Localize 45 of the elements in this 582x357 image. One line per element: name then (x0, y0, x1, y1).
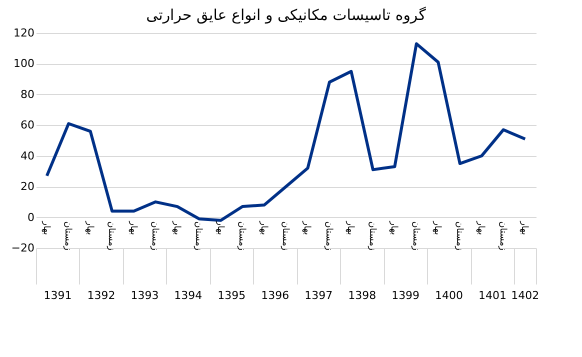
y-tick-label: 120 (14, 26, 34, 40)
text: 1399 (392, 289, 420, 302)
x-tick-label: بهار (519, 220, 530, 236)
x-tick-label: بهار (214, 220, 225, 236)
x-tick-label: بهار (171, 220, 182, 236)
text: 1401 (478, 289, 507, 302)
x-tick-label: زمستان (323, 221, 334, 251)
x-tick-label: بهار (84, 220, 94, 236)
text: 1402 (511, 289, 540, 302)
line-series (45, 42, 527, 222)
x-tick-label: زمستان (280, 221, 290, 251)
text: 1398 (348, 289, 376, 302)
text: 1395 (218, 289, 246, 302)
x-tick-label: زمستان (410, 221, 420, 251)
y-tick-label: 80 (20, 88, 34, 101)
x-tick-label: زمستان (497, 221, 508, 251)
y-tick-label: 40 (20, 149, 34, 162)
x-tick-label: بهار (40, 220, 51, 236)
text: 1392 (87, 289, 116, 302)
x-tick-label: بهار (302, 220, 312, 236)
x-tick-label: زمستان (454, 221, 464, 251)
x-tick-label: زمستان (150, 221, 160, 251)
x-tick-label: بهار (345, 220, 356, 236)
y-tick-label: 60 (20, 118, 34, 132)
y-tick-label: 100 (14, 57, 34, 70)
y-tick-label: −20 (11, 242, 34, 254)
text: 1396 (261, 289, 290, 302)
y-tick-label: 20 (20, 180, 34, 194)
text: 1397 (304, 289, 333, 302)
text: 1394 (174, 289, 202, 302)
x-tick-label: بهار (476, 220, 486, 236)
x-tick-label: زمستان (236, 221, 247, 251)
x-tick-label: بهار (432, 220, 442, 236)
text: 1391 (44, 289, 72, 302)
x-tick-label: بهار (128, 220, 138, 236)
x-tick-label: زمستان (366, 221, 377, 251)
x-tick-label: زمستان (62, 221, 73, 251)
text: 1393 (130, 289, 159, 302)
text: 1400 (435, 289, 464, 302)
x-tick-label: زمستان (193, 221, 204, 251)
x-tick-label: بهار (388, 220, 399, 236)
x-tick-label: بهار (258, 220, 268, 236)
chart-title: گروه تاسیسات مکانیکی و انواع عایق حرارتی (146, 6, 427, 24)
y-tick-label: 0 (28, 210, 34, 224)
x-tick-label: زمستان (106, 221, 116, 251)
